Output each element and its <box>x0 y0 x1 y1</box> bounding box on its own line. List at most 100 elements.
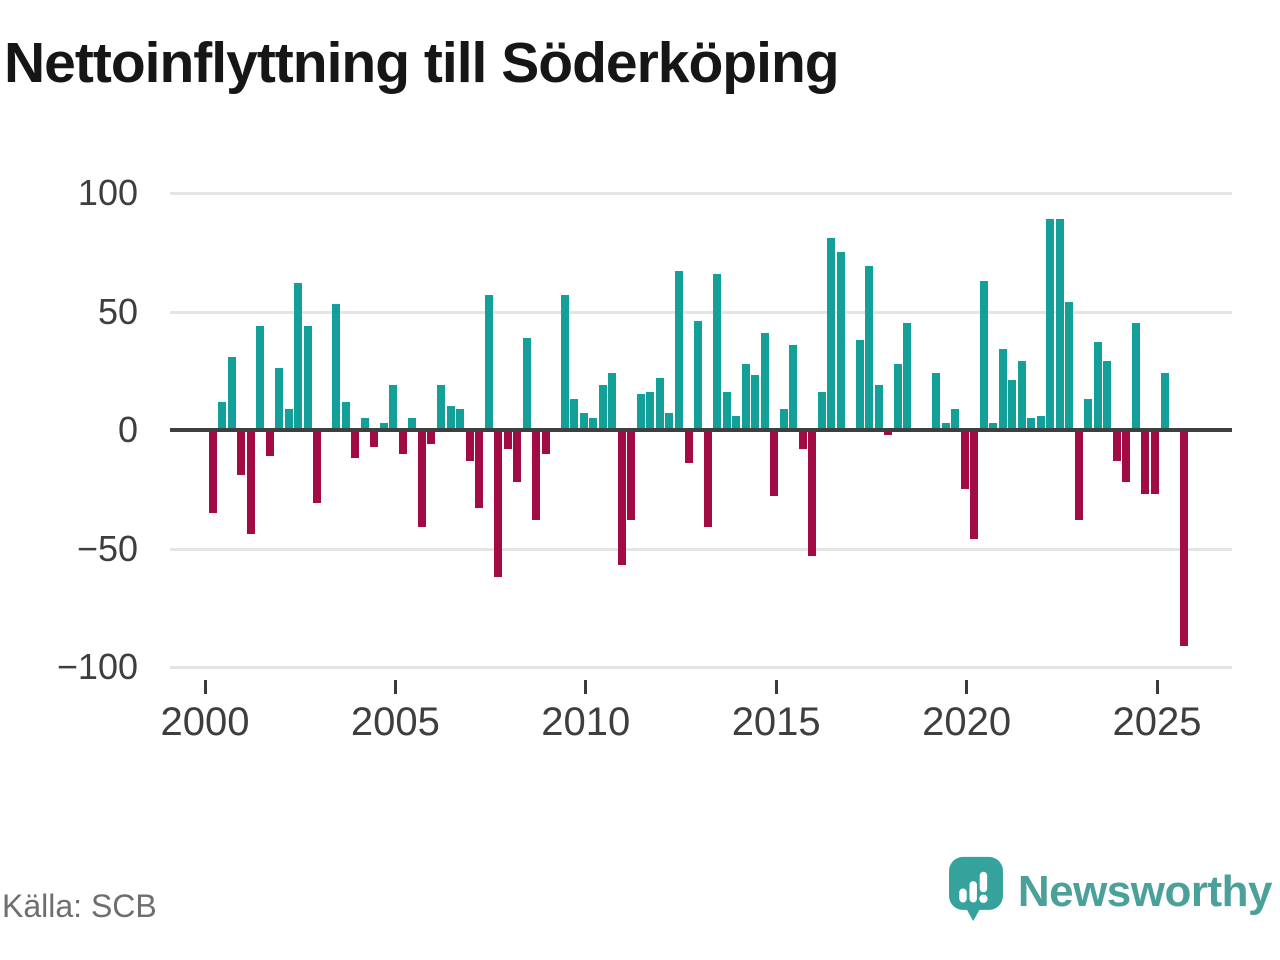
gridline--100 <box>170 666 1232 669</box>
bar-2000Q2 <box>218 401 227 430</box>
bar-2010Q4 <box>617 430 626 566</box>
bar-2005Q1 <box>398 430 407 454</box>
bar-2019Q2 <box>941 422 950 430</box>
bar-2018Q1 <box>893 363 902 430</box>
bar-2023Q1 <box>1084 399 1093 430</box>
bar-2007Q3 <box>494 430 503 577</box>
bar-2011Q1 <box>627 430 636 521</box>
bar-2004Q1 <box>360 418 369 430</box>
bar-2004Q2 <box>370 430 379 447</box>
bar-2025Q1 <box>1160 373 1169 430</box>
bar-2024Q1 <box>1122 430 1131 483</box>
bar-2003Q4 <box>351 430 360 459</box>
source-label: Källa: SCB <box>2 888 157 924</box>
bar-2021Q3 <box>1027 418 1036 430</box>
gridline-50 <box>170 310 1232 314</box>
bar-2015Q3 <box>798 430 807 449</box>
bar-2007Q2 <box>484 294 493 430</box>
bar-2017Q2 <box>865 266 874 430</box>
bar-2006Q1 <box>436 384 445 430</box>
bar-2017Q1 <box>855 339 864 430</box>
bar-2007Q4 <box>503 430 512 449</box>
x-axis-label-2005: 2005 <box>350 700 440 744</box>
bar-2019Q4 <box>960 430 969 490</box>
bar-2012Q1 <box>665 413 674 430</box>
bar-2002Q2 <box>294 283 303 430</box>
bar-2000Q3 <box>227 356 236 430</box>
bar-2008Q4 <box>541 430 550 454</box>
bar-2008Q2 <box>522 337 531 430</box>
x-tick-2020 <box>965 680 969 694</box>
bar-2013Q2 <box>713 273 722 430</box>
bar-2001Q1 <box>246 430 255 535</box>
y-axis-label-100: 100 <box>77 172 138 213</box>
bar-2011Q3 <box>646 392 655 430</box>
bar-2013Q1 <box>703 430 712 528</box>
bar-2017Q3 <box>874 384 883 430</box>
bar-2004Q4 <box>389 384 398 430</box>
bar-2005Q4 <box>427 430 436 445</box>
bar-2001Q4 <box>275 368 284 430</box>
bar-2024Q2 <box>1131 323 1140 430</box>
y-axis-label--100: −100 <box>56 646 138 687</box>
bar-2015Q2 <box>789 344 798 430</box>
bar-2005Q2 <box>408 418 417 430</box>
bar-2001Q3 <box>265 430 274 457</box>
bar-2021Q1 <box>1008 380 1017 430</box>
x-axis-label-2000: 2000 <box>160 700 250 744</box>
bar-2006Q2 <box>446 406 455 430</box>
bar-2023Q2 <box>1093 342 1102 430</box>
bar-2012Q2 <box>674 271 683 430</box>
bar-2020Q1 <box>970 430 979 540</box>
bar-2010Q1 <box>589 418 598 430</box>
bar-2022Q1 <box>1046 219 1055 430</box>
x-axis-label-2015: 2015 <box>731 700 821 744</box>
bar-2019Q1 <box>932 373 941 430</box>
bar-2007Q1 <box>475 430 484 509</box>
bar-2022Q3 <box>1065 302 1074 430</box>
plot-area: 100 50 0 −50 −100 2000 2005 2010 2015 2020 2025 <box>56 172 1232 744</box>
bar-2001Q2 <box>256 325 265 430</box>
bar-2006Q4 <box>465 430 474 461</box>
bar-2000Q4 <box>237 430 246 476</box>
bar-2003Q3 <box>341 401 350 430</box>
bar-2014Q3 <box>760 332 769 430</box>
x-axis-label-2010: 2010 <box>541 700 631 744</box>
bar-2013Q3 <box>722 392 731 430</box>
bar-2010Q3 <box>608 373 617 430</box>
bar-2003Q2 <box>332 304 341 430</box>
bar-2005Q3 <box>417 430 426 528</box>
bar-2020Q4 <box>998 349 1007 430</box>
bar-2015Q1 <box>779 408 788 430</box>
gridline--50 <box>170 547 1232 551</box>
bar-2020Q2 <box>979 280 988 430</box>
x-axis-zero-line <box>170 428 1232 432</box>
newsworthy-wordmark: Newsworthy <box>1017 866 1273 916</box>
bar-2015Q4 <box>808 430 817 556</box>
bar-2009Q4 <box>579 413 588 430</box>
x-axis-label-2020: 2020 <box>922 700 1012 744</box>
bar-2009Q2 <box>560 294 569 430</box>
bar-2008Q3 <box>532 430 541 521</box>
bar-2009Q3 <box>570 399 579 430</box>
bar-2006Q3 <box>456 408 465 430</box>
bar-2011Q4 <box>655 377 664 430</box>
bar-2023Q4 <box>1112 430 1121 461</box>
bar-2008Q1 <box>513 430 522 483</box>
bar-2013Q4 <box>732 415 741 430</box>
bar-2020Q3 <box>989 422 998 430</box>
bar-2010Q2 <box>598 384 607 430</box>
chart-title: Nettoinflyttning till Söderköping <box>4 31 840 95</box>
bar-2022Q2 <box>1055 219 1064 430</box>
bar-2025Q3 <box>1179 430 1188 646</box>
y-axis-label-0: 0 <box>117 409 138 450</box>
bar-2019Q3 <box>951 408 960 430</box>
bar-2000Q1 <box>208 430 217 513</box>
bar-2024Q4 <box>1150 430 1159 494</box>
bar-2014Q4 <box>770 430 779 497</box>
bar-2014Q2 <box>751 375 760 430</box>
x-tick-2025 <box>1155 680 1159 694</box>
x-tick-2010 <box>584 680 588 694</box>
bar-2021Q2 <box>1017 361 1026 430</box>
